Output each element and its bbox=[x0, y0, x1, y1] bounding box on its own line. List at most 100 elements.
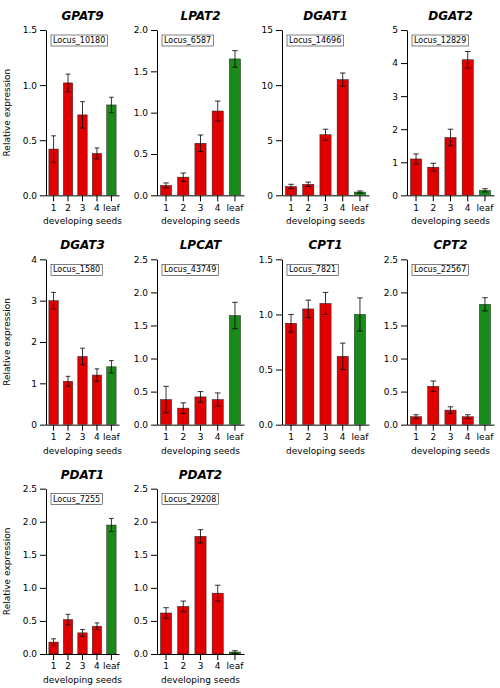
tick-mark bbox=[484, 425, 485, 431]
y-tick: 2.5 bbox=[134, 255, 157, 265]
y-axis: 0.00.51.01.52.02.5 bbox=[134, 484, 158, 659]
y-tick: 2.0 bbox=[134, 25, 157, 35]
tick-label: leaf bbox=[227, 203, 245, 213]
bar-chart: 0.00.51.01.52.02.51234leafPDAT1Locus_725… bbox=[2, 468, 122, 685]
y-tick: 0.5 bbox=[23, 616, 46, 626]
tick-label: 4 bbox=[465, 432, 471, 442]
tick-mark bbox=[151, 654, 157, 655]
figure: 0.00.51.01.51234leafGPAT9Locus_10180deve… bbox=[0, 0, 500, 688]
annotation-box bbox=[162, 35, 213, 46]
error-bar bbox=[465, 415, 471, 419]
tick-label: leaf bbox=[103, 661, 121, 671]
x-tick: 1 bbox=[51, 654, 57, 671]
tick-mark bbox=[151, 621, 157, 622]
annotation-box bbox=[162, 494, 218, 505]
error-bar bbox=[357, 298, 363, 331]
bar bbox=[337, 80, 348, 196]
bar bbox=[92, 626, 101, 654]
tick-label: 1 bbox=[413, 432, 419, 442]
tick-mark bbox=[40, 30, 46, 31]
tick-mark bbox=[359, 425, 360, 431]
x-tick: 1 bbox=[288, 425, 294, 442]
annotation-box bbox=[51, 264, 102, 275]
tick-label: 1.5 bbox=[259, 255, 273, 265]
tick-label: leaf bbox=[477, 432, 495, 442]
error-bar bbox=[109, 361, 114, 373]
chart-title: LPAT2 bbox=[180, 9, 220, 23]
error-bar bbox=[198, 135, 204, 152]
tick-label: 0 bbox=[392, 191, 398, 201]
tick-mark bbox=[234, 425, 235, 431]
tick-mark bbox=[151, 30, 157, 31]
tick-label: 1.0 bbox=[134, 354, 149, 364]
tick-mark bbox=[234, 195, 235, 201]
bar bbox=[178, 606, 189, 654]
tick-mark bbox=[276, 314, 282, 315]
bar bbox=[195, 536, 206, 654]
y-tick: 1.0 bbox=[134, 108, 157, 118]
tick-label: 2 bbox=[65, 661, 71, 671]
y-tick: 0.0 bbox=[259, 420, 282, 430]
error-bar bbox=[305, 300, 311, 318]
axis-line bbox=[46, 260, 47, 425]
x-tick: 4 bbox=[215, 654, 221, 671]
tick-label: 4 bbox=[31, 255, 37, 265]
y-tick: 1.5 bbox=[384, 321, 407, 331]
y-tick: 2.0 bbox=[134, 288, 157, 298]
tick-mark bbox=[416, 195, 417, 201]
tick-mark bbox=[40, 85, 46, 86]
tick-label: 4 bbox=[94, 203, 100, 213]
tick-label: 0.0 bbox=[259, 420, 274, 430]
tick-mark bbox=[401, 162, 407, 163]
error-bar bbox=[198, 392, 204, 403]
tick-label: 2 bbox=[430, 432, 436, 442]
tick-mark bbox=[68, 425, 69, 431]
tick-mark bbox=[151, 195, 157, 196]
tick-mark bbox=[401, 96, 407, 97]
tick-mark bbox=[484, 195, 485, 201]
tick-mark bbox=[217, 425, 218, 431]
bar bbox=[49, 301, 58, 425]
x-tick: leaf bbox=[227, 425, 245, 442]
tick-label: leaf bbox=[477, 203, 495, 213]
tick-mark bbox=[200, 195, 201, 201]
tick-mark bbox=[276, 370, 282, 371]
y-tick: 0.5 bbox=[259, 365, 282, 375]
x-tick: 3 bbox=[448, 425, 454, 442]
error-bar bbox=[80, 102, 85, 128]
tick-label: 4 bbox=[340, 203, 346, 213]
tick-mark bbox=[40, 654, 46, 655]
tick-mark bbox=[96, 654, 97, 660]
tick-label: 0.5 bbox=[134, 616, 148, 626]
x-tick: 1 bbox=[163, 425, 169, 442]
tick-mark bbox=[183, 195, 184, 201]
chart-title: DGAT1 bbox=[303, 9, 347, 23]
tick-label: 1 bbox=[163, 203, 169, 213]
tick-label: 0.5 bbox=[384, 387, 398, 397]
axis-line bbox=[46, 489, 47, 654]
tick-label: 1 bbox=[392, 158, 398, 168]
tick-label: 1.5 bbox=[134, 321, 148, 331]
y-tick: 2 bbox=[31, 337, 46, 347]
tick-mark bbox=[68, 654, 69, 660]
y-tick: 1.5 bbox=[134, 550, 157, 560]
axis-line bbox=[282, 260, 283, 425]
tick-label: 15 bbox=[262, 25, 273, 35]
y-axis: 0.00.51.01.52.02.5 bbox=[134, 255, 158, 430]
tick-label: 0.5 bbox=[23, 616, 37, 626]
error-bar bbox=[448, 407, 454, 414]
tick-label: leaf bbox=[227, 432, 245, 442]
annotation-box bbox=[412, 35, 468, 46]
tick-mark bbox=[401, 259, 407, 260]
x-tick: 3 bbox=[323, 425, 329, 442]
tick-label: 0.5 bbox=[259, 365, 273, 375]
bar bbox=[320, 135, 331, 196]
tick-label: 2.0 bbox=[23, 517, 38, 527]
tick-mark bbox=[276, 195, 282, 196]
x-tick: leaf bbox=[227, 195, 245, 212]
plot-area bbox=[285, 292, 365, 424]
tick-label: 1.0 bbox=[23, 583, 38, 593]
y-tick: 0.5 bbox=[23, 136, 46, 146]
x-tick: 2 bbox=[65, 654, 71, 671]
annotation-box bbox=[162, 264, 218, 275]
